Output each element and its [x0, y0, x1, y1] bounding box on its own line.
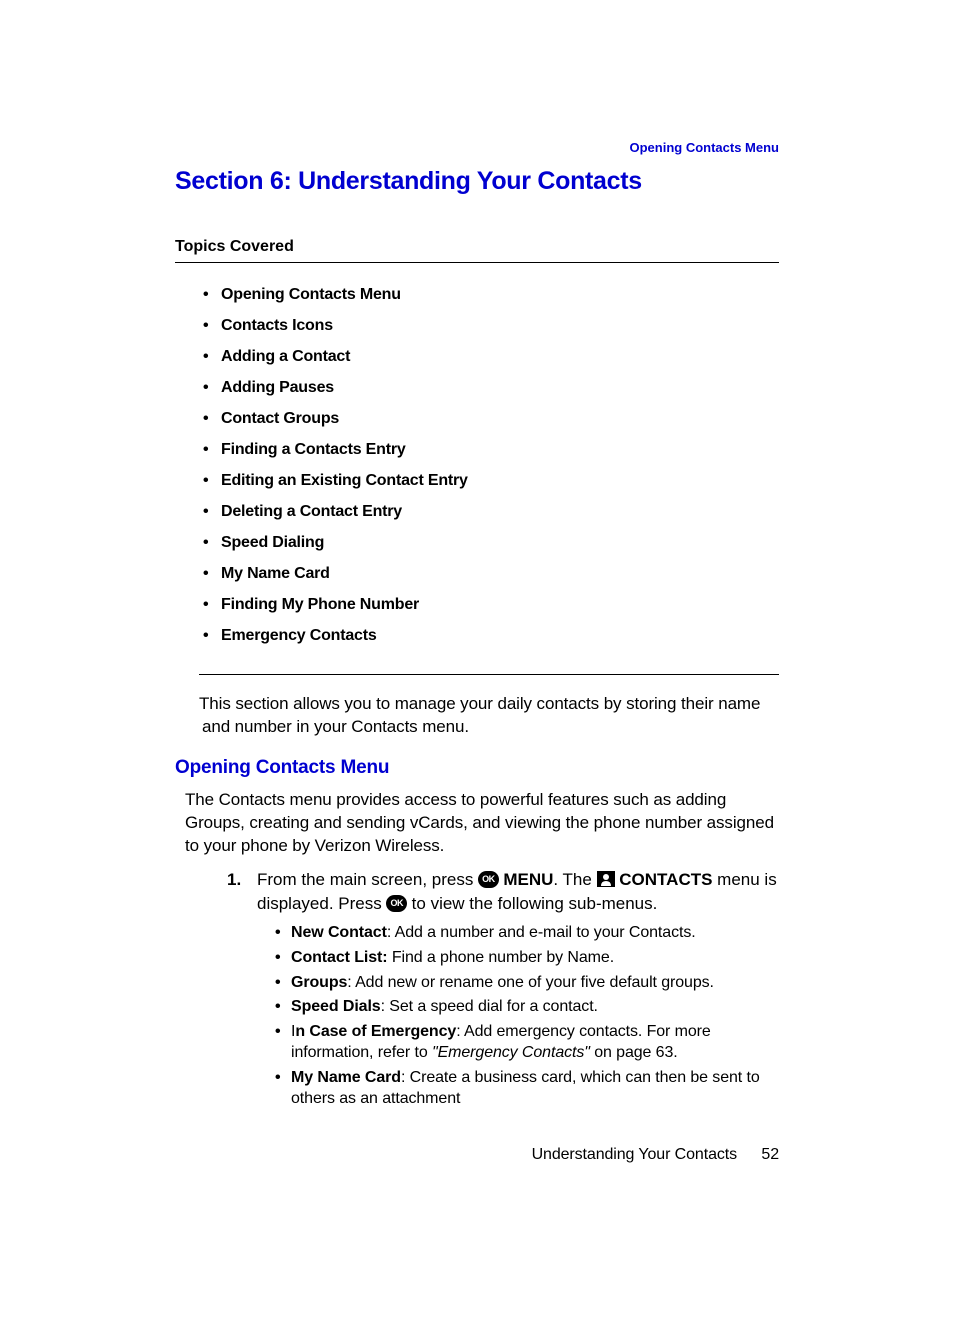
topics-covered-heading: Topics Covered	[175, 238, 779, 256]
footer-section-name: Understanding Your Contacts	[532, 1146, 737, 1163]
subsection-title: Opening Contacts Menu	[175, 757, 779, 779]
step-number: 1.	[227, 868, 241, 893]
submenu-item: Groups: Add new or rename one of your fi…	[275, 973, 779, 994]
submenu-item: Speed Dials: Set a speed dial for a cont…	[275, 997, 779, 1018]
topic-item: Speed Dialing	[203, 535, 779, 551]
page-footer: Understanding Your Contacts 52	[532, 1146, 779, 1164]
contacts-label: CONTACTS	[619, 870, 712, 889]
topic-item: Finding My Phone Number	[203, 597, 779, 613]
page-number: 52	[761, 1146, 779, 1163]
submenu-name: n Case of Emergency	[295, 1023, 456, 1040]
topic-item: Deleting a Contact Entry	[203, 504, 779, 520]
topic-item: Contacts Icons	[203, 318, 779, 334]
submenu-ref-italic: "Emergency Contacts"	[432, 1044, 590, 1061]
submenu-list: New Contact: Add a number and e-mail to …	[275, 923, 779, 1109]
submenu-name: Speed Dials	[291, 998, 381, 1015]
steps-list: 1. From the main screen, press OK MENU. …	[227, 868, 779, 917]
topic-item: Adding Pauses	[203, 380, 779, 396]
submenu-desc: Find a phone number by Name.	[387, 949, 614, 966]
submenu-item: Contact List: Find a phone number by Nam…	[275, 948, 779, 969]
submenu-name: Contact List:	[291, 949, 387, 966]
topics-rule-top	[175, 262, 779, 263]
ok-key-icon: OK	[478, 871, 499, 888]
submenu-desc: : Add a number and e-mail to your Contac…	[387, 924, 696, 941]
step-item: 1. From the main screen, press OK MENU. …	[227, 868, 779, 917]
topic-item: Opening Contacts Menu	[203, 287, 779, 303]
contacts-icon	[597, 871, 615, 887]
topics-list: Opening Contacts Menu Contacts Icons Add…	[175, 287, 779, 644]
section-intro-paragraph: This section allows you to manage your d…	[199, 693, 779, 739]
submenu-item: My Name Card: Create a business card, wh…	[275, 1068, 779, 1110]
step-text: to view the following sub-menus.	[407, 894, 657, 913]
subsection-body-paragraph: The Contacts menu provides access to pow…	[185, 789, 779, 858]
header-running-title: Opening Contacts Menu	[175, 140, 779, 155]
submenu-desc: : Set a speed dial for a contact.	[381, 998, 598, 1015]
submenu-name: Groups	[291, 974, 347, 991]
topic-item: Contact Groups	[203, 411, 779, 427]
submenu-item: In Case of Emergency: Add emergency cont…	[275, 1022, 779, 1064]
step-text: From the main screen, press	[257, 870, 478, 889]
topic-item: My Name Card	[203, 566, 779, 582]
menu-label: MENU	[503, 870, 553, 889]
topic-item: Emergency Contacts	[203, 628, 779, 644]
section-title: Section 6: Understanding Your Contacts	[175, 167, 779, 196]
topics-rule-bottom	[199, 674, 779, 675]
submenu-item: New Contact: Add a number and e-mail to …	[275, 923, 779, 944]
submenu-name: My Name Card	[291, 1069, 401, 1086]
ok-key-icon: OK	[386, 895, 407, 912]
topic-item: Finding a Contacts Entry	[203, 442, 779, 458]
submenu-name: New Contact	[291, 924, 387, 941]
step-text: . The	[553, 870, 596, 889]
submenu-desc: on page 63.	[590, 1044, 678, 1061]
topic-item: Editing an Existing Contact Entry	[203, 473, 779, 489]
topic-item: Adding a Contact	[203, 349, 779, 365]
submenu-desc: : Add new or rename one of your five def…	[347, 974, 714, 991]
